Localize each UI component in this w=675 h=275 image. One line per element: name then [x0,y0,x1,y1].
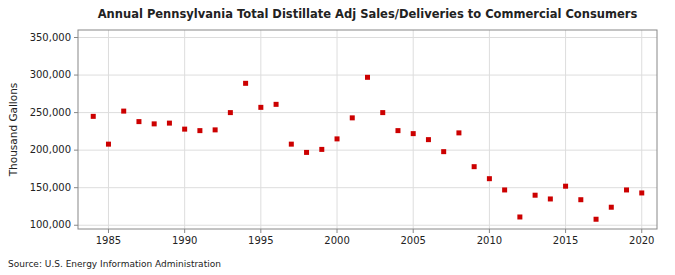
tick-label: 300,000 [30,69,71,80]
point [411,131,416,136]
tick-label: 2020 [629,235,654,246]
tick-mark [74,187,78,188]
tick-mark [184,229,185,233]
point [197,128,202,133]
point [91,114,96,119]
point [106,142,111,147]
grid-line [78,150,657,151]
point [228,110,233,115]
point [350,115,355,120]
point [395,128,400,133]
point [319,147,324,152]
point [441,149,446,154]
tick-mark [74,150,78,151]
point [213,127,218,132]
axes: 100,000 150,000 200,000 250,000 300,000 350,0… [30,32,655,246]
point [258,105,263,110]
point [304,150,309,155]
tick-mark [74,75,78,76]
point [639,190,644,195]
tick-label: 350,000 [30,32,71,43]
point [365,75,370,80]
point [243,81,248,86]
grid [78,30,657,229]
tick-mark [641,229,642,233]
point [274,102,279,107]
tick-label: 2010 [477,235,502,246]
grid-line [108,30,109,229]
tick-label: 1995 [248,235,273,246]
point [167,121,172,126]
point [502,187,507,192]
tick-label: 1990 [172,235,197,246]
point [121,109,126,114]
point [456,130,461,135]
tick-label: 2005 [400,235,425,246]
point [136,119,141,124]
tick-label: 2015 [553,235,578,246]
grid-line [641,30,642,229]
grid-line [78,37,657,38]
tick-label: 200,000 [30,144,71,155]
point [548,196,553,201]
tick-mark [74,112,78,113]
tick-mark [337,229,338,233]
tick-label: 250,000 [30,107,71,118]
point [487,176,492,181]
tick-mark [74,225,78,226]
grid-line [337,30,338,229]
grid-line [260,30,261,229]
point [563,184,568,189]
point [472,164,477,169]
tick-mark [565,229,566,233]
point [609,205,614,210]
point [152,121,157,126]
tick-mark [260,229,261,233]
point [426,137,431,142]
plot-frame [78,30,657,229]
point [624,187,629,192]
grid-line [78,112,657,113]
point [335,136,340,141]
point [517,214,522,219]
point [182,127,187,132]
annotation: Source: U.S. Energy Information Administ… [8,259,221,269]
point [380,110,385,115]
grid-line [413,30,414,229]
chart: 100,000 150,000 200,000 250,000 300,000 350,0… [0,0,675,275]
tick-mark [489,229,490,233]
tick-label: 100,000 [30,219,71,230]
tick-mark [413,229,414,233]
grid-line [78,225,657,226]
point [594,217,599,222]
point [578,197,583,202]
point [289,142,294,147]
tick-mark [108,229,109,233]
tick-label: 2000 [324,235,349,246]
tick-label: 1985 [96,235,121,246]
points [91,75,645,222]
grid-line [78,187,657,188]
tick-label: 150,000 [30,182,71,193]
tick-mark [74,37,78,38]
axis-label: Thousand Gallons [7,83,19,178]
grid-line [565,30,566,229]
grid-line [489,30,490,229]
point [533,193,538,198]
title: Annual Pennsylvania Total Distillate Adj… [98,7,638,21]
